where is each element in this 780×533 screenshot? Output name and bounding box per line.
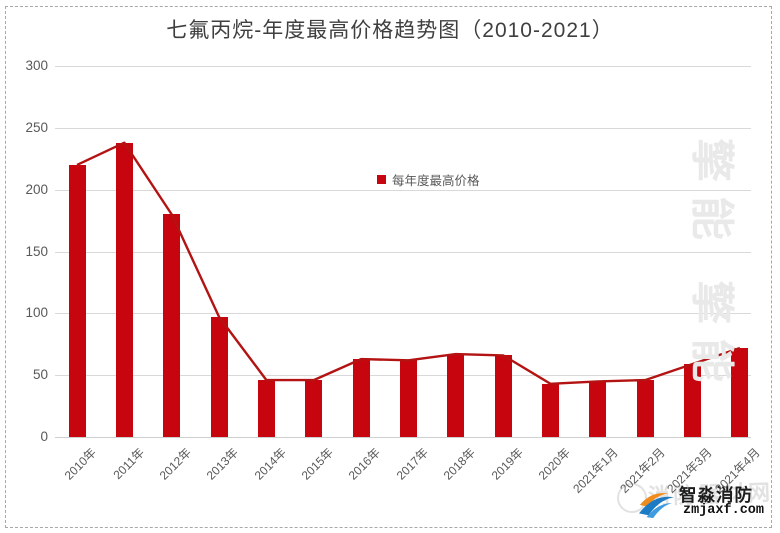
gridline-200 bbox=[55, 189, 751, 191]
gridline-150 bbox=[55, 251, 751, 253]
x-axis-label-2011年: 2011年 bbox=[110, 445, 147, 483]
bar-2013年 bbox=[210, 317, 228, 437]
chart-title: 七氟丙烷-年度最高价格趋势图（2010-2021） bbox=[166, 19, 614, 42]
legend-swatch-icon bbox=[377, 175, 386, 184]
x-axis-label-2013年: 2013年 bbox=[204, 445, 242, 483]
y-axis-label-100: 100 bbox=[25, 305, 48, 321]
bar-2018年 bbox=[447, 354, 465, 437]
bar-2016年 bbox=[352, 359, 370, 437]
y-axis-label-0: 0 bbox=[40, 429, 48, 444]
logo-text-block: 智淼消防 zmjaxf.com bbox=[679, 486, 764, 519]
x-axis-label-2012年: 2012年 bbox=[156, 445, 195, 483]
y-axis-label-50: 50 bbox=[32, 367, 48, 383]
x-axis-label-2017年: 2017年 bbox=[393, 445, 431, 483]
bar-2012年 bbox=[163, 214, 181, 437]
site-logo: 智淼消防 zmjaxf.com bbox=[637, 486, 764, 520]
bar-2021年1月 bbox=[589, 381, 607, 437]
bar-2021年2月 bbox=[636, 380, 654, 437]
logo-name: 智淼消防 bbox=[679, 485, 753, 505]
bar-2021年3月 bbox=[684, 364, 702, 437]
bar-2020年 bbox=[542, 383, 559, 437]
bar-2015年 bbox=[305, 380, 323, 437]
x-axis-label-2014年: 2014年 bbox=[251, 445, 289, 483]
x-axis-label-2018年: 2018年 bbox=[440, 445, 479, 483]
y-axis-label-150: 150 bbox=[25, 243, 48, 259]
x-axis-label-2021年1月: 2021年1月 bbox=[569, 445, 621, 496]
bar-2011年 bbox=[115, 142, 133, 437]
x-axis-label-2016年: 2016年 bbox=[346, 445, 384, 483]
x-axis-label-2020年: 2020年 bbox=[535, 445, 573, 483]
trend-line bbox=[76, 141, 741, 385]
gridline-0 bbox=[55, 437, 751, 438]
logo-domain: zmjaxf.com bbox=[683, 503, 765, 519]
x-axis-label-2019年: 2019年 bbox=[488, 445, 526, 483]
x-axis-label-2015年: 2015年 bbox=[298, 445, 337, 483]
legend-label: 每年度最高价格 bbox=[392, 174, 480, 188]
gridline-100 bbox=[55, 313, 751, 315]
y-axis-label-250: 250 bbox=[25, 119, 48, 135]
bar-2010年 bbox=[68, 164, 86, 437]
bar-2014年 bbox=[257, 380, 275, 437]
gridline-300 bbox=[55, 66, 751, 67]
y-axis-label-300: 300 bbox=[25, 58, 48, 73]
logo-swoosh-icon bbox=[639, 493, 674, 519]
plot-area bbox=[55, 66, 755, 438]
bar-2021年4月 bbox=[731, 348, 749, 437]
gridline-250 bbox=[55, 127, 751, 129]
x-axis-label-2010年: 2010年 bbox=[62, 445, 100, 483]
bar-2019年 bbox=[494, 355, 512, 437]
chart-legend: 每年度最高价格 bbox=[377, 170, 480, 189]
y-axis-label-200: 200 bbox=[25, 181, 48, 197]
bar-2017年 bbox=[399, 360, 417, 437]
